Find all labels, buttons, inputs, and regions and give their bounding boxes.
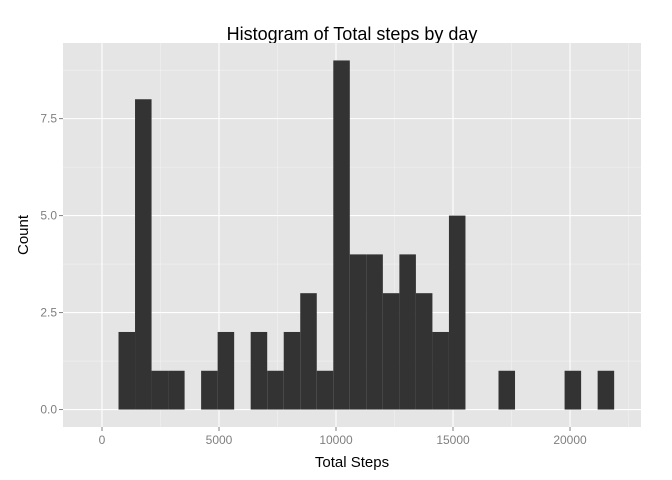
histogram-bar bbox=[382, 293, 400, 410]
histogram-bar bbox=[217, 331, 235, 410]
histogram-bar bbox=[399, 254, 416, 410]
x-axis-ticks: 0 5000 10000 15000 20000 bbox=[99, 427, 587, 447]
y-axis-title: Count bbox=[15, 214, 32, 255]
x-axis-title: Total Steps bbox=[315, 454, 389, 471]
y-tick-label: 2.5 bbox=[40, 306, 57, 320]
histogram-bar bbox=[415, 293, 433, 410]
histogram-bar bbox=[564, 370, 582, 410]
histogram-bar bbox=[597, 370, 615, 410]
y-axis-ticks: 0.0 2.5 5.0 7.5 bbox=[40, 112, 63, 417]
histogram-bar bbox=[168, 370, 185, 410]
histogram-bar bbox=[333, 60, 350, 410]
histogram-bar bbox=[118, 331, 136, 410]
histogram-bar bbox=[151, 370, 169, 410]
histogram-bar bbox=[316, 370, 334, 410]
x-tick-label: 15000 bbox=[436, 433, 470, 447]
histogram-bar bbox=[448, 215, 466, 410]
chart-title: Histogram of Total steps by day bbox=[227, 24, 478, 44]
x-tick-label: 10000 bbox=[319, 433, 353, 447]
y-tick-label: 0.0 bbox=[40, 403, 57, 417]
histogram-bar bbox=[432, 331, 449, 410]
histogram-bar bbox=[283, 331, 301, 410]
histogram-bar bbox=[300, 293, 317, 410]
histogram-bar bbox=[498, 370, 516, 410]
y-tick-label: 7.5 bbox=[40, 112, 57, 126]
histogram-bar bbox=[135, 99, 152, 410]
histogram-bar bbox=[267, 370, 284, 410]
histogram-bars bbox=[118, 60, 615, 410]
histogram-bar bbox=[366, 254, 383, 410]
histogram-bar bbox=[250, 331, 268, 410]
histogram-bar bbox=[201, 370, 218, 410]
x-tick-label: 0 bbox=[99, 433, 106, 447]
x-tick-label: 5000 bbox=[206, 433, 233, 447]
histogram-bar bbox=[349, 254, 367, 410]
y-tick-label: 5.0 bbox=[40, 209, 57, 223]
x-tick-label: 20000 bbox=[553, 433, 587, 447]
